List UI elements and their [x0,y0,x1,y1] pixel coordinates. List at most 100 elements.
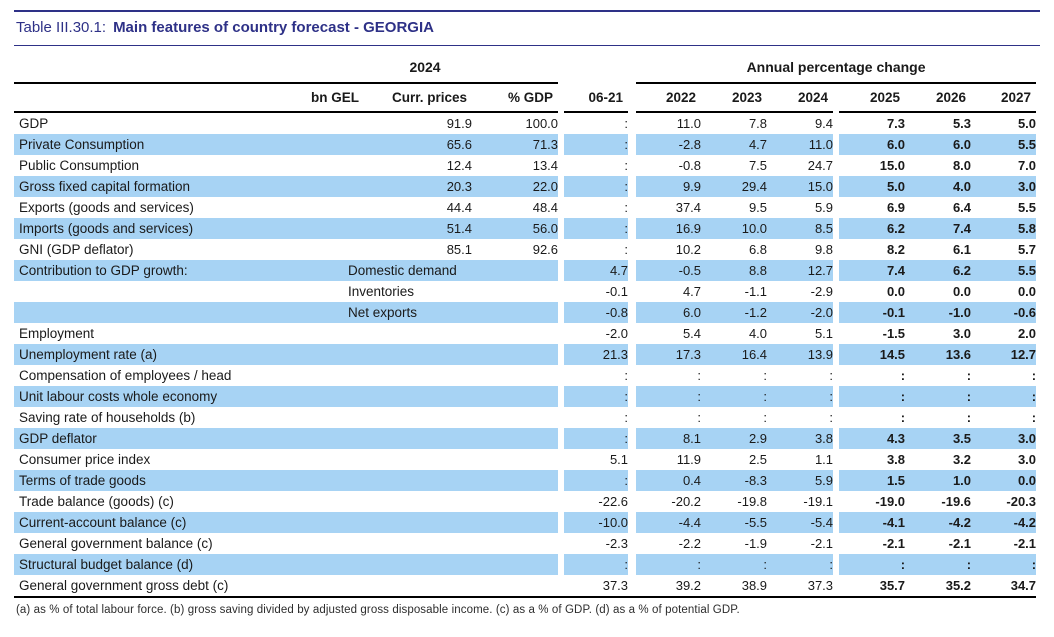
cell-bn-gel [292,365,364,386]
column-gap [628,134,637,155]
column-gap [628,512,637,533]
cell-2024: 15.0 [767,176,834,197]
cell-2025: 5.0 [839,176,906,197]
cell-bn-gel [292,533,364,554]
column-gap [628,428,637,449]
table-row: GNI (GDP deflator) 85.1 92.6: 10.2 6.8 9.8 8.2… [14,239,1036,260]
cell-2023: 2.9 [701,428,768,449]
cell-pct-gdp [472,344,559,365]
header-group-2024: 2024 [292,52,559,84]
cell-2026: 6.1 [952,242,972,257]
cell-2023: 2.5 [748,452,768,467]
cell-2026: : [966,410,972,425]
cell-2025: 7.3 [886,116,906,131]
table-row: Consumer price index 5.1 11.9 2.5 1.1 3.8 3.2 3… [14,449,1036,470]
cell-curr-prices [364,554,472,575]
cell-06-21: : [624,368,629,383]
header-06-21: 06-21 [564,83,629,113]
cell-bn-gel [292,197,364,218]
row-label: General government gross debt (c) [14,575,292,598]
cell-2023: -8.3 [701,470,768,491]
cell-pct-gdp [472,365,558,386]
cell-06-21: 37.3 [564,575,629,598]
cell-2025: 6.9 [886,200,906,215]
cell-curr-prices [364,449,472,470]
column-gap [833,554,840,575]
column-gap [833,428,840,449]
cell-2026: -19.6 [941,494,972,509]
row-label: Exports (goods and services) [19,200,194,215]
cell-2027: -2.1 [1013,536,1037,551]
column-gap [628,155,636,176]
cell-2024: 5.1 [814,326,834,341]
cell-bn-gel [292,155,364,176]
cell-2023: -5.5 [701,512,768,533]
cell-bn-gel [292,344,364,365]
row-label: Trade balance (goods) (c) [19,494,174,509]
cell-2023: 6.8 [748,242,768,257]
cell-bn-gel [292,554,364,575]
cell-2027: 0.0 [1017,284,1037,299]
cell-06-21: -22.6 [598,494,629,509]
cell-2025: 14.5 [839,344,906,365]
cell-2022: -0.8 [678,158,702,173]
cell-pct-gdp: 92.6 [532,242,559,257]
cell-pct-gdp [472,470,559,491]
cell-bn-gel [292,218,364,239]
table-number: Table III.30.1: [16,19,107,36]
cell-2022: 11.9 [676,452,702,467]
header-spacer [564,52,628,83]
cell-06-21: : [624,410,629,425]
table-row: Structural budget balance (d)::::::: [14,554,1037,575]
cell-curr-prices: 91.9 [446,116,472,131]
cell-2023: 10.0 [701,218,768,239]
cell-bn-gel [292,386,364,407]
table-row: Current-account balance (c) -10.0 -4.4 -5.5… [14,512,1037,533]
cell-pct-gdp [472,491,558,512]
cell-2022: 11.0 [676,116,702,131]
cell-06-21: : [564,134,629,155]
header-2024: 2024 [767,83,834,113]
cell-2027: : [971,554,1037,575]
header-2027: 2027 [971,83,1037,113]
header-2026: 2026 [905,83,972,113]
cell-curr-prices [364,344,472,365]
cell-2026: 3.2 [952,452,972,467]
cell-2026: : [905,554,972,575]
header-group-row: 2024 Annual percentage change [14,52,1037,84]
cell-2022: 6.0 [636,302,702,323]
cell-06-21: 4.7 [564,260,629,281]
cell-2022: -2.8 [636,134,702,155]
cell-06-21: : [624,200,629,215]
table-row: Inventories -0.1 4.7 -1.1 -2.9 0.0 0.0 0.0 [14,281,1036,302]
cell-2026: 6.4 [952,200,972,215]
column-gap [558,176,565,197]
table-title: Main features of country forecast - GEOR… [113,19,434,36]
cell-2023: -1.9 [744,536,768,551]
cell-2023: 8.8 [701,260,768,281]
cell-2022: : [697,410,702,425]
table-row: General government gross debt (c) 37.3 39.… [14,575,1037,598]
row-label: GDP [19,116,49,131]
column-gap [628,386,637,407]
cell-2026: -4.2 [905,512,972,533]
column-gap [628,365,636,386]
cell-2027: -0.6 [971,302,1037,323]
cell-curr-prices [364,407,472,428]
cell-2025: -4.1 [839,512,906,533]
table-row: General government balance (c) -2.3 -2.2 -1… [14,533,1036,554]
cell-2026: -1.0 [905,302,972,323]
cell-curr-prices: 85.1 [446,242,472,257]
column-gap [628,239,636,260]
cell-pct-gdp: 22.0 [472,176,559,197]
cell-2024: 13.9 [767,344,834,365]
cell-06-21: : [564,554,629,575]
cell-2022: 8.1 [636,428,702,449]
row-label: Private Consumption [14,134,292,155]
row-label: Unemployment rate (a) [14,344,292,365]
cell-bn-gel [292,428,364,449]
cell-pct-gdp [472,575,559,598]
cell-bn-gel [292,112,364,134]
cell-2027: 5.0 [1017,116,1037,131]
column-gap [628,575,637,598]
